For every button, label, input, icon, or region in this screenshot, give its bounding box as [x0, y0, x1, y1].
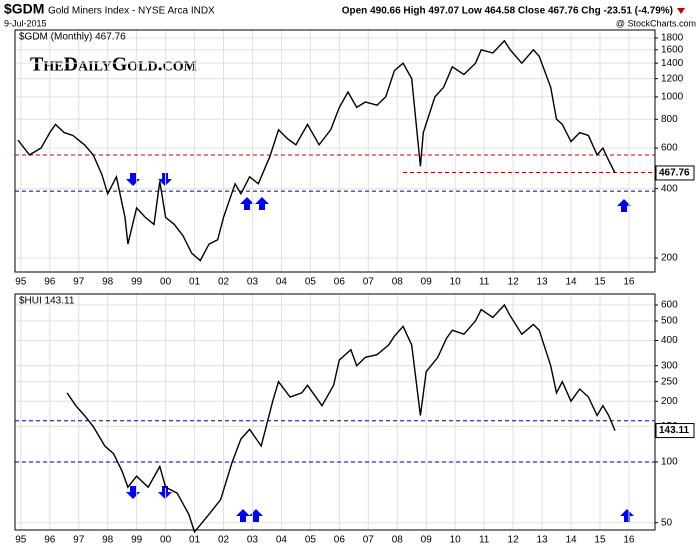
credit: @ StockCharts.com [616, 18, 696, 28]
price-line [17, 39, 616, 262]
legend-label: $GDM (Monthly) 467.76 [19, 32, 126, 43]
y-tick-label: 1600 [661, 44, 684, 55]
x-tick-label: 11 [479, 535, 490, 546]
x-tick-label: 13 [536, 277, 548, 288]
index-name: Gold Miners Index - NYSE Arca INDX [48, 6, 215, 17]
symbol: $GDM [4, 1, 44, 17]
x-tick-label: 12 [508, 277, 520, 288]
x-tick-label: 10 [450, 535, 462, 546]
down-arrow [158, 486, 172, 499]
x-tick-label: 13 [536, 535, 548, 546]
x-tick-label: 00 [160, 535, 172, 546]
price-box [655, 165, 695, 181]
up-arrow [240, 197, 254, 210]
up-arrow [255, 197, 269, 210]
x-tick-label: 04 [276, 277, 288, 288]
price-label: 143.11 [659, 425, 689, 436]
y-tick-label: 300 [661, 360, 678, 371]
arrows [126, 173, 634, 522]
x-tick-label: 02 [218, 277, 230, 288]
x-tick-label: 06 [334, 277, 346, 288]
price-box [655, 423, 695, 439]
y-tick-label: 600 [661, 143, 678, 154]
y-tick-label: 1800 [661, 33, 684, 44]
x-tick-label: 01 [189, 535, 201, 546]
x-tick-label: 96 [44, 535, 56, 546]
y-tick-label: 800 [661, 114, 678, 125]
y-tick-label: 250 [661, 376, 678, 387]
x-tick-label: 11 [479, 277, 490, 288]
x-tick-label: 98 [102, 535, 114, 546]
x-tick-label: 06 [334, 535, 346, 546]
x-tick-label: 96 [44, 277, 56, 288]
y-tick-label: 200 [661, 396, 678, 407]
down-arrow [158, 173, 172, 186]
x-tick-label: 16 [623, 535, 635, 546]
y-tick-label: 500 [661, 316, 678, 327]
x-tick-label: 09 [421, 277, 433, 288]
x-tick-label: 14 [565, 535, 577, 546]
down-arrow [126, 486, 140, 499]
x-tick-label: 09 [421, 535, 433, 546]
down-triangle [677, 8, 685, 14]
x-tick-label: 14 [565, 277, 577, 288]
y-tick-label: 50 [661, 517, 673, 528]
price-line [66, 303, 616, 534]
up-arrow [249, 509, 263, 522]
y-tick-label: 200 [661, 253, 678, 264]
x-tick-label: 03 [247, 535, 259, 546]
watermark: TheDailyGold.com [30, 54, 197, 76]
x-tick-label: 02 [218, 535, 230, 546]
x-tick-label: 99 [131, 535, 143, 546]
x-tick-label: 95 [15, 535, 27, 546]
plot-frame [14, 293, 656, 531]
plot-frame [14, 29, 656, 273]
up-arrow [236, 509, 250, 522]
y-tick-label: 400 [661, 183, 678, 194]
y-tick-label: 400 [661, 335, 678, 346]
x-tick-label: 10 [450, 277, 462, 288]
x-tick-label: 98 [102, 277, 114, 288]
x-tick-label: 05 [305, 535, 317, 546]
x-tick-label: 05 [305, 277, 317, 288]
y-tick-label: 600 [661, 300, 678, 311]
x-tick-label: 08 [392, 535, 404, 546]
x-tick-label: 99 [131, 277, 143, 288]
y-tick-label: 1200 [661, 73, 684, 84]
down-arrow [126, 173, 140, 186]
x-tick-label: 00 [160, 277, 172, 288]
x-tick-label: 15 [594, 535, 606, 546]
x-tick-label: 07 [363, 277, 375, 288]
x-tick-label: 95 [15, 277, 27, 288]
y-tick-label: 1400 [661, 58, 684, 69]
x-tick-label: 08 [392, 277, 404, 288]
y-tick-label: 100 [661, 457, 678, 468]
up-arrow [617, 199, 631, 212]
price-label: 467.76 [659, 168, 690, 179]
x-tick-label: 04 [276, 535, 288, 546]
legend-label: $HUI 143.11 [19, 296, 75, 307]
x-tick-label: 01 [189, 277, 201, 288]
x-tick-label: 16 [623, 277, 635, 288]
x-tick-label: 03 [247, 277, 259, 288]
x-tick-label: 15 [594, 277, 606, 288]
x-tick-label: 97 [73, 535, 85, 546]
x-tick-label: 07 [363, 535, 375, 546]
x-tick-label: 97 [73, 277, 85, 288]
x-tick-label: 12 [508, 535, 520, 546]
quote: Open 490.66 High 497.07 Low 464.58 Close… [342, 6, 673, 17]
up-arrow [620, 509, 634, 522]
y-tick-label: 1000 [661, 92, 684, 103]
date: 9-Jul-2015 [4, 18, 47, 28]
